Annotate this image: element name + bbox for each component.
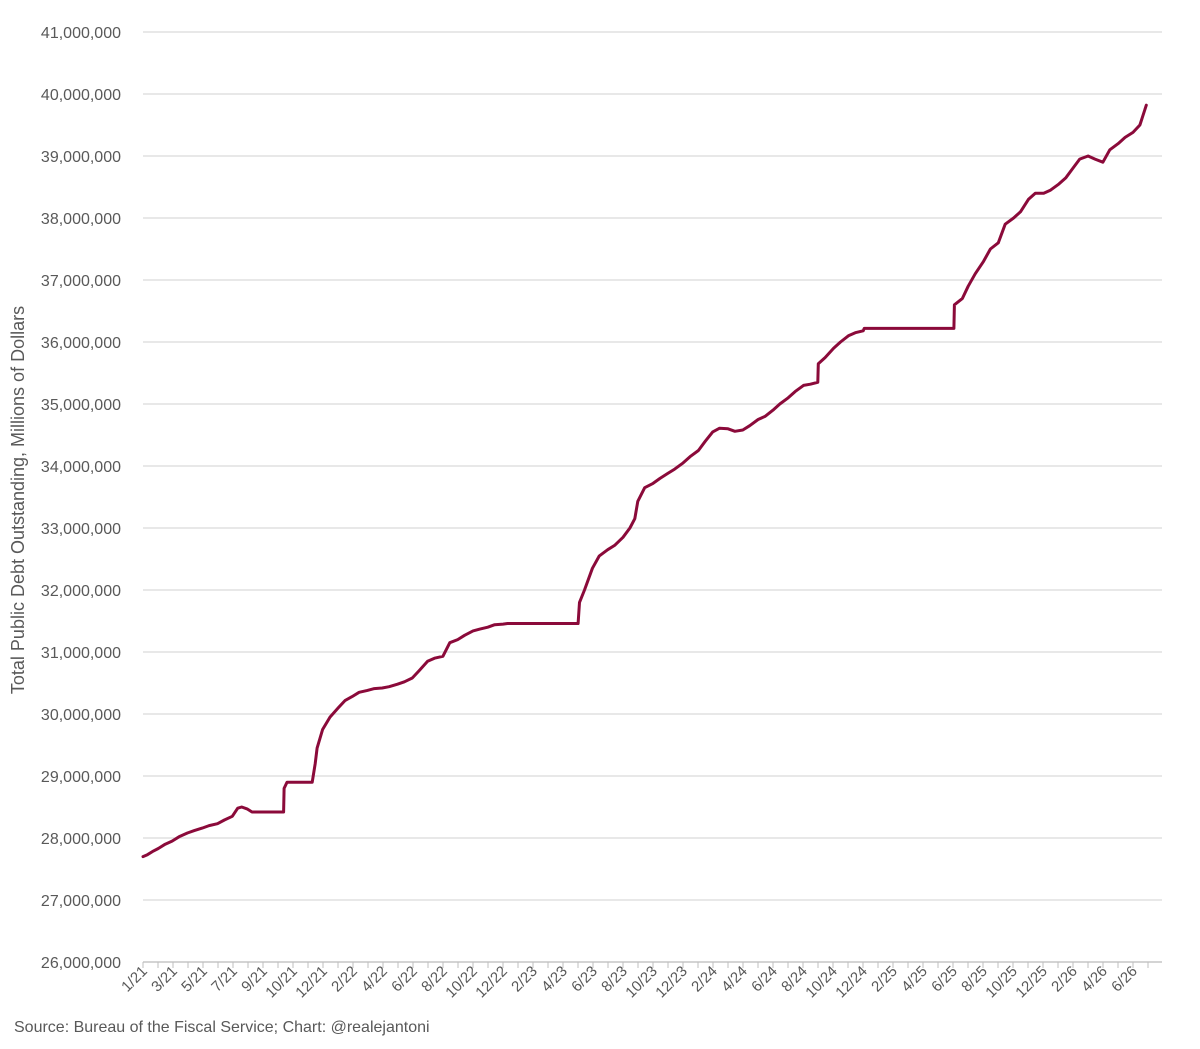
y-tick-label: 37,000,000 xyxy=(41,273,121,290)
y-tick-label: 39,000,000 xyxy=(41,149,121,166)
x-tick-label: 6/22 xyxy=(388,963,421,996)
y-tick-label: 30,000,000 xyxy=(41,707,121,724)
x-tick-label: 12/22 xyxy=(472,963,511,1002)
y-tick-label: 31,000,000 xyxy=(41,645,121,662)
y-tick-label: 26,000,000 xyxy=(41,955,121,972)
x-tick-label: 2/26 xyxy=(1048,963,1081,996)
source-credit: Source: Bureau of the Fiscal Service; Ch… xyxy=(14,1019,430,1036)
x-tick-label: 6/26 xyxy=(1108,963,1141,996)
x-tick-label: 12/25 xyxy=(1012,963,1051,1002)
y-tick-label: 34,000,000 xyxy=(41,459,121,476)
gridlines xyxy=(143,31,1162,963)
y-axis-label: Total Public Debt Outstanding, Millions … xyxy=(8,306,28,694)
y-tick-label: 32,000,000 xyxy=(41,583,121,600)
x-axis xyxy=(142,961,1162,968)
debt-series-line xyxy=(141,103,1148,859)
x-tick-label: 3/21 xyxy=(148,963,181,996)
y-tick-label: 36,000,000 xyxy=(41,335,121,352)
x-tick-label: 6/25 xyxy=(928,963,961,996)
x-axis-tick-labels: 1/213/215/217/219/2110/2112/212/224/226/… xyxy=(118,963,1141,1002)
x-tick-label: 12/24 xyxy=(832,963,871,1002)
x-tick-label: 12/23 xyxy=(652,963,691,1002)
y-tick-label: 35,000,000 xyxy=(41,397,121,414)
y-tick-label: 27,000,000 xyxy=(41,893,121,910)
y-tick-label: 33,000,000 xyxy=(41,521,121,538)
x-tick-label: 1/21 xyxy=(118,963,151,996)
y-tick-label: 38,000,000 xyxy=(41,211,121,228)
x-tick-label: 4/22 xyxy=(358,963,391,996)
x-tick-label: 12/21 xyxy=(292,963,331,1002)
x-tick-label: 4/26 xyxy=(1078,963,1111,996)
x-tick-label: 10/23 xyxy=(622,963,661,1002)
x-tick-label: 6/24 xyxy=(748,963,781,996)
x-tick-label: 10/24 xyxy=(802,963,841,1002)
x-tick-label: 5/21 xyxy=(178,963,211,996)
x-tick-label: 10/22 xyxy=(442,963,481,1002)
x-tick-label: 10/21 xyxy=(262,963,301,1002)
y-tick-label: 41,000,000 xyxy=(41,25,121,42)
x-tick-label: 6/23 xyxy=(568,963,601,996)
x-tick-label: 4/25 xyxy=(898,963,931,996)
y-tick-label: 28,000,000 xyxy=(41,831,121,848)
y-axis-tick-labels: 26,000,000 27,000,000 28,000,000 29,000,000… xyxy=(41,25,121,972)
x-tick-label: 2/25 xyxy=(868,963,901,996)
x-tick-label: 4/23 xyxy=(538,963,571,996)
y-tick-label: 29,000,000 xyxy=(41,769,121,786)
x-tick-label: 4/24 xyxy=(718,963,751,996)
y-tick-label: 40,000,000 xyxy=(41,87,121,104)
x-tick-label: 2/24 xyxy=(688,963,721,996)
x-tick-label: 7/21 xyxy=(208,963,241,996)
x-tick-label: 10/25 xyxy=(982,963,1021,1002)
x-tick-label: 2/23 xyxy=(508,963,541,996)
x-tick-label: 2/22 xyxy=(328,963,361,996)
series-layer xyxy=(141,103,1148,859)
